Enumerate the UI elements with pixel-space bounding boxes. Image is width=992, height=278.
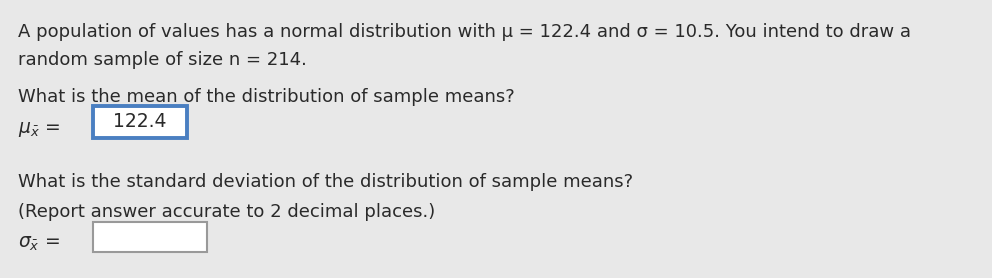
Text: $\mu_{\bar{x}}$ =: $\mu_{\bar{x}}$ = (18, 120, 61, 139)
Text: 122.4: 122.4 (113, 113, 167, 131)
Text: (Report answer accurate to 2 decimal places.): (Report answer accurate to 2 decimal pla… (18, 203, 435, 221)
FancyBboxPatch shape (93, 106, 187, 138)
FancyBboxPatch shape (93, 222, 207, 252)
Text: What is the standard deviation of the distribution of sample means?: What is the standard deviation of the di… (18, 173, 633, 191)
Text: A population of values has a normal distribution with μ = 122.4 and σ = 10.5. Yo: A population of values has a normal dist… (18, 23, 911, 41)
Text: random sample of size n = 214.: random sample of size n = 214. (18, 51, 307, 69)
Text: $\sigma_{\bar{x}}$ =: $\sigma_{\bar{x}}$ = (18, 234, 60, 253)
Text: What is the mean of the distribution of sample means?: What is the mean of the distribution of … (18, 88, 515, 106)
